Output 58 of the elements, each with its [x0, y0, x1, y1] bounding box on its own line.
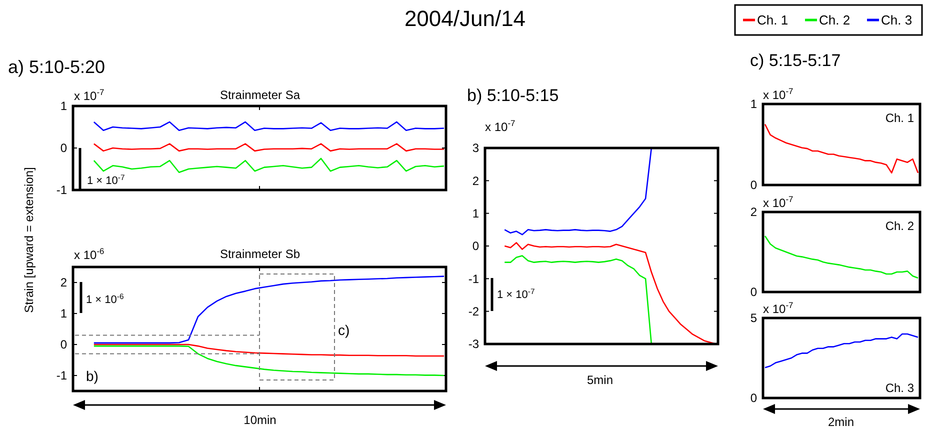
y-tick-label: 1 — [60, 99, 68, 114]
text: x 10$^{-7}$ — [485, 118, 516, 134]
text: Ch. 2 — [885, 219, 914, 233]
y-tick-label: 3 — [472, 141, 480, 156]
text: a) 5:10-5:20 — [8, 57, 106, 77]
y-tick-label: 0 — [750, 391, 758, 406]
legend-label: Ch. 3 — [881, 12, 912, 28]
line-series — [504, 147, 652, 236]
text: 5min — [586, 373, 614, 387]
line-series — [93, 344, 445, 357]
line-series — [93, 121, 445, 132]
y-tick-label: -2 — [468, 304, 480, 319]
y-tick-label: 0 — [472, 239, 480, 254]
line-series — [504, 242, 717, 345]
y-tick-label: 2 — [60, 276, 68, 290]
text: 2004/Jun/14 — [404, 6, 526, 31]
text: x 10$^{-7}$ — [763, 86, 794, 102]
text: 10min — [244, 413, 276, 427]
y-tick-label: 0 — [60, 338, 68, 352]
chart-title: b) 5:10-5:15 — [467, 86, 559, 105]
y-tick-label: 0 — [60, 141, 68, 156]
line-series — [504, 255, 652, 345]
y-tick-label: -1 — [468, 272, 480, 286]
y-tick-label: 1 — [472, 206, 480, 221]
y-tick-label: 1 — [60, 306, 68, 321]
y-tick-label: 2 — [472, 174, 480, 188]
y-tick-label: 1 — [750, 97, 758, 112]
chart-title: Strainmeter Sa — [220, 88, 300, 102]
text: x 10$^{-6}$ — [74, 246, 104, 262]
y-axis-title: Strain [upward = extension] — [22, 167, 36, 313]
y-tick-label: 2 — [750, 205, 758, 220]
text: x 10$^{-7}$ — [763, 194, 794, 210]
line-series — [764, 235, 919, 279]
y-tick-label: -3 — [468, 337, 480, 352]
legend-label: Ch. 1 — [757, 12, 788, 28]
line-series — [93, 276, 445, 344]
y-tick-label: -1 — [56, 183, 68, 198]
legend-label: Ch. 2 — [819, 12, 850, 28]
annotation: 1 × 10$^{-6}$ — [86, 292, 124, 306]
y-tick-label: 0 — [750, 178, 758, 192]
chart-title: Strainmeter Sb — [220, 247, 300, 261]
y-tick-label: 0 — [750, 285, 758, 300]
ref-line-label: b) — [86, 368, 98, 384]
line-series — [764, 333, 919, 368]
y-tick-label: -1 — [56, 368, 68, 383]
annotation: 1 × 10$^{-7}$ — [87, 172, 125, 187]
line-series — [93, 143, 445, 152]
annotation: 1 × 10$^{-7}$ — [497, 286, 535, 301]
text: x 10$^{-7}$ — [763, 300, 794, 316]
text: Ch. 3 — [885, 381, 914, 395]
annotation: c) — [338, 322, 350, 338]
y-tick-label: 5 — [750, 311, 758, 326]
chart-title: c) 5:15-5:17 — [750, 51, 841, 70]
text: 2min — [828, 415, 854, 429]
text: x 10$^{-7}$ — [74, 87, 104, 103]
line-series — [764, 124, 919, 174]
text: Ch. 1 — [885, 111, 914, 125]
line-series — [93, 158, 445, 174]
